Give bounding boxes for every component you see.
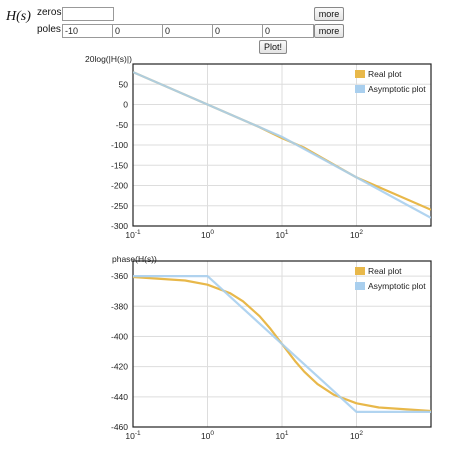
mag-xtick-label: 101 [275,229,288,240]
transfer-function-label: H(s) [6,9,31,24]
pole-input-3[interactable]: 0 [162,24,214,38]
mag-ytick-label: -200 [111,181,128,191]
phase-legend-swatch [355,267,365,275]
zero-input-1[interactable] [62,7,114,21]
more-poles-button[interactable]: more [314,24,344,38]
mag-ytick-label: -250 [111,201,128,211]
phase-ytick-label: -360 [111,271,128,281]
phase-ylabel: phase(H(s)) [112,254,157,264]
phase-asymptotic-plot-line [133,275,431,413]
phase-chart: -460 -440 -420 -400 -380 -360 10-1 100 101 102 pha… [111,254,432,441]
phase-legend-label: Real plot [368,266,402,276]
phase-ytick-label: -440 [111,392,128,402]
phase-xtick-label: 101 [275,430,288,441]
phase-ytick-label: -400 [111,331,128,341]
pole-input-5[interactable]: 0 [262,24,314,38]
mag-ytick-label: 0 [123,100,128,110]
mag-legend-swatch [355,85,365,93]
mag-asymptotic-plot-line [133,71,431,219]
mag-ytick-label: -50 [116,120,129,130]
more-zeros-button[interactable]: more [314,7,344,21]
phase-xtick-label: 100 [201,430,214,441]
mag-ytick-label: 50 [119,79,129,89]
pole-input-2[interactable]: 0 [112,24,164,38]
mag-legend-label: Real plot [368,69,402,79]
phase-ytick-label: -380 [111,301,128,311]
phase-ytick-label: -420 [111,362,128,372]
mag-xtick-label: 102 [350,229,363,240]
mag-ytick-label: -100 [111,140,128,150]
mag-plot-frame [132,63,432,227]
mag-ylabel: 20log(|H(s)|) [85,54,132,64]
mag-ytick-label: -150 [111,160,128,170]
phase-plot-frame [132,260,432,428]
mag-xtick-label: 10-1 [125,229,141,240]
mag-ytick-label: -300 [111,221,128,231]
phase-legend-label: Asymptotic plot [368,281,426,291]
zeros-label: zeros [37,7,62,18]
mag-legend-label: Asymptotic plot [368,84,426,94]
magnitude-chart: -300 -250 -200 -150 -100 -50 0 50 10-1 100 101 102 2… [85,54,432,240]
pole-input-1[interactable]: -10 [62,24,114,38]
mag-legend-swatch [355,70,365,78]
poles-label: poles [37,24,61,35]
pole-input-4[interactable]: 0 [212,24,264,38]
mag-xtick-label: 100 [201,229,214,240]
phase-ytick-label: -460 [111,422,128,432]
plot-button[interactable]: Plot! [259,40,287,54]
phase-xtick-label: 10-1 [125,430,141,441]
phase-legend-swatch [355,282,365,290]
phase-xtick-label: 102 [350,430,363,441]
